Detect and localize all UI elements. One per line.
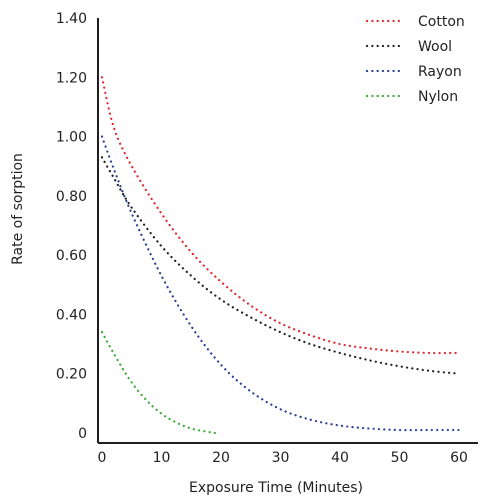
y-tick-label: 0.60 (56, 248, 87, 264)
y-tick-label: 0.80 (56, 189, 87, 205)
y-tick-label: 1.00 (56, 130, 87, 146)
y-tick-label: 0.20 (56, 367, 87, 383)
y-tick-label: 1.40 (56, 11, 87, 27)
legend: Cotton Wool Rayon Nylon (365, 14, 465, 105)
plot-lines (100, 76, 461, 435)
series-line-rayon (100, 135, 461, 432)
x-tick-label: 0 (98, 450, 107, 466)
x-tick-label: 50 (391, 450, 409, 466)
x-tick-label: 20 (212, 450, 230, 466)
x-tick-label: 40 (331, 450, 349, 466)
x-tick-labels: 0 10 20 30 40 50 60 (98, 450, 468, 466)
x-tick-label: 10 (153, 450, 171, 466)
x-tick-label: 60 (450, 450, 468, 466)
legend-label-nylon: Nylon (418, 89, 458, 105)
series-line-wool (100, 156, 461, 375)
series-line-nylon (100, 331, 217, 435)
x-tick-label: 30 (272, 450, 290, 466)
x-axis-title: Exposure Time (Minutes) (189, 480, 363, 496)
legend-label-wool: Wool (418, 39, 452, 55)
y-tick-label: 1.20 (56, 70, 87, 86)
series-line-cotton (100, 76, 461, 355)
legend-label-cotton: Cotton (418, 14, 465, 30)
y-tick-label: 0.40 (56, 307, 87, 323)
y-tick-label: 0 (78, 426, 87, 442)
legend-label-rayon: Rayon (418, 64, 462, 80)
y-axis-title: Rate of sorption (10, 153, 26, 265)
y-tick-labels: 0 0.20 0.40 0.60 0.80 1.00 1.20 1.40 (56, 11, 87, 442)
